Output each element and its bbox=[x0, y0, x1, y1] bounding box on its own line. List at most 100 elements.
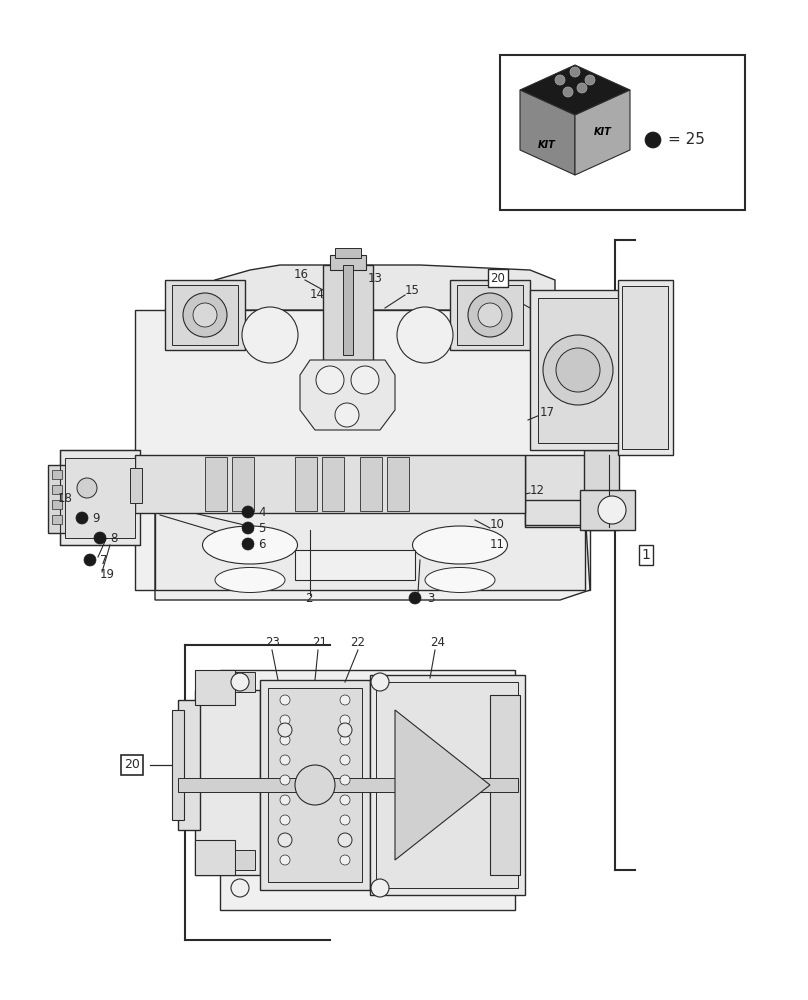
Bar bbox=[260, 680, 370, 890]
Bar bbox=[195, 670, 235, 705]
Circle shape bbox=[340, 835, 350, 845]
Circle shape bbox=[280, 735, 290, 745]
Circle shape bbox=[231, 879, 249, 897]
Bar bbox=[387, 457, 409, 511]
Bar bbox=[205, 457, 227, 511]
Text: 7: 7 bbox=[100, 554, 107, 566]
Text: 10: 10 bbox=[490, 518, 505, 532]
Bar bbox=[376, 682, 518, 888]
Circle shape bbox=[280, 695, 290, 705]
Text: 17: 17 bbox=[540, 406, 555, 418]
Circle shape bbox=[570, 67, 580, 77]
Bar bbox=[172, 710, 184, 820]
Circle shape bbox=[340, 815, 350, 825]
Bar bbox=[584, 450, 619, 530]
Bar bbox=[323, 265, 373, 395]
Circle shape bbox=[231, 673, 249, 691]
Bar bbox=[538, 298, 618, 443]
Polygon shape bbox=[165, 265, 555, 310]
Circle shape bbox=[585, 75, 595, 85]
Circle shape bbox=[295, 765, 335, 805]
Bar bbox=[235, 672, 255, 692]
Text: 21: 21 bbox=[312, 637, 327, 650]
Bar bbox=[52, 470, 62, 479]
Circle shape bbox=[478, 303, 502, 327]
Text: 13: 13 bbox=[368, 271, 383, 284]
Bar bbox=[450, 280, 530, 350]
Circle shape bbox=[371, 879, 389, 897]
Bar bbox=[60, 450, 140, 545]
Bar bbox=[343, 265, 353, 355]
Text: 23: 23 bbox=[265, 637, 280, 650]
Bar bbox=[135, 310, 590, 590]
Circle shape bbox=[77, 478, 97, 498]
Circle shape bbox=[556, 348, 600, 392]
Circle shape bbox=[555, 75, 565, 85]
Circle shape bbox=[280, 815, 290, 825]
Circle shape bbox=[543, 335, 613, 405]
Circle shape bbox=[193, 303, 217, 327]
Circle shape bbox=[577, 83, 587, 93]
Circle shape bbox=[563, 87, 573, 97]
Ellipse shape bbox=[203, 526, 297, 564]
Bar bbox=[268, 688, 362, 882]
Bar bbox=[65, 458, 135, 538]
Text: 16: 16 bbox=[294, 268, 309, 282]
Bar bbox=[195, 690, 260, 875]
Polygon shape bbox=[395, 710, 490, 860]
Circle shape bbox=[278, 723, 292, 737]
Circle shape bbox=[340, 695, 350, 705]
Polygon shape bbox=[520, 65, 630, 115]
Bar bbox=[135, 455, 525, 513]
Circle shape bbox=[278, 833, 292, 847]
Circle shape bbox=[242, 522, 254, 534]
Circle shape bbox=[598, 496, 626, 524]
Bar bbox=[48, 465, 66, 533]
Circle shape bbox=[468, 293, 512, 337]
Bar bbox=[370, 675, 525, 895]
Bar bbox=[490, 695, 520, 875]
Circle shape bbox=[280, 775, 290, 785]
Circle shape bbox=[242, 538, 254, 550]
Circle shape bbox=[84, 554, 96, 566]
Polygon shape bbox=[520, 90, 575, 175]
Text: 19: 19 bbox=[100, 568, 115, 582]
Circle shape bbox=[280, 835, 290, 845]
Text: 4: 4 bbox=[258, 506, 266, 518]
Bar bbox=[335, 248, 361, 258]
Circle shape bbox=[280, 755, 290, 765]
Circle shape bbox=[351, 366, 379, 394]
Text: 14: 14 bbox=[310, 288, 325, 302]
Bar bbox=[500, 55, 745, 210]
Text: 8: 8 bbox=[110, 532, 117, 544]
Bar bbox=[330, 255, 366, 270]
Circle shape bbox=[409, 592, 421, 604]
Polygon shape bbox=[575, 90, 630, 175]
Circle shape bbox=[397, 307, 453, 363]
Bar bbox=[232, 457, 254, 511]
Polygon shape bbox=[300, 360, 395, 430]
Bar bbox=[235, 850, 255, 870]
Bar bbox=[580, 490, 635, 530]
Circle shape bbox=[338, 723, 352, 737]
Circle shape bbox=[340, 795, 350, 805]
Text: 9: 9 bbox=[92, 512, 99, 524]
Bar bbox=[155, 510, 585, 590]
Bar bbox=[178, 778, 518, 792]
Bar bbox=[295, 550, 415, 580]
Circle shape bbox=[242, 506, 254, 518]
Circle shape bbox=[242, 307, 298, 363]
Bar bbox=[195, 840, 235, 875]
Bar bbox=[360, 457, 382, 511]
Text: 20: 20 bbox=[124, 758, 140, 772]
Text: = 25: = 25 bbox=[668, 132, 705, 147]
Bar bbox=[52, 515, 62, 524]
Circle shape bbox=[340, 715, 350, 725]
Bar bbox=[178, 700, 200, 830]
Circle shape bbox=[94, 532, 106, 544]
Circle shape bbox=[340, 855, 350, 865]
Circle shape bbox=[280, 855, 290, 865]
Bar bbox=[52, 485, 62, 494]
Circle shape bbox=[76, 512, 88, 524]
Text: 5: 5 bbox=[258, 522, 265, 534]
